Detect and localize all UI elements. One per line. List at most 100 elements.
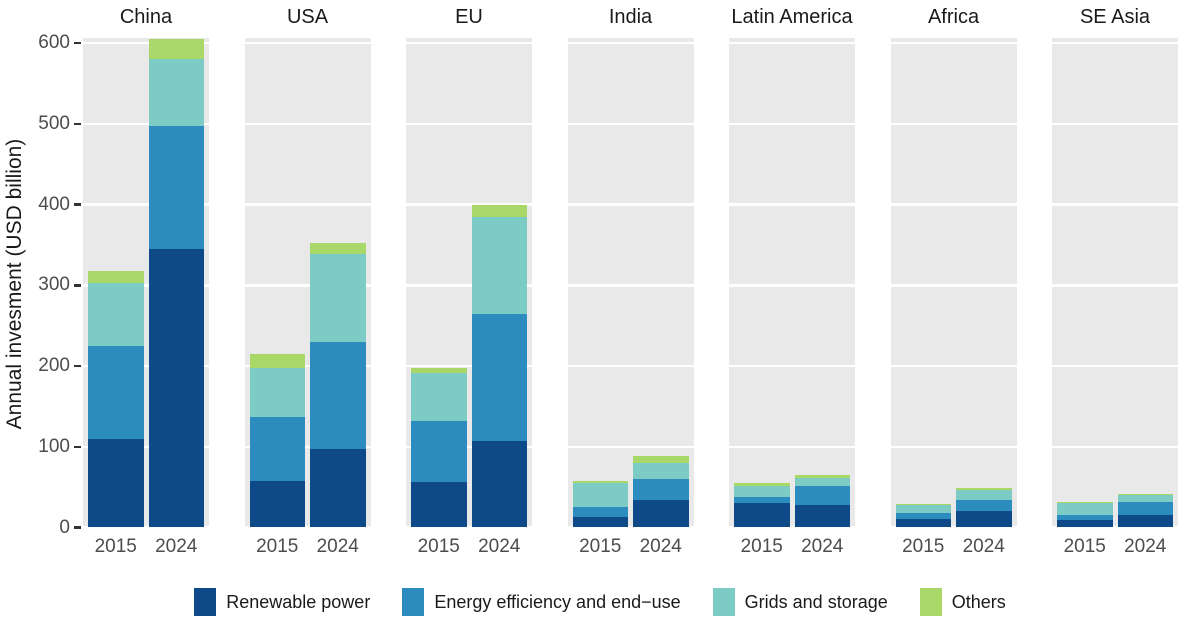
gridline (1052, 284, 1178, 287)
gridline (244, 41, 371, 45)
bar-segment (471, 204, 527, 217)
bar-segment (1057, 520, 1113, 528)
bar-segment (895, 504, 951, 513)
bar-segment (310, 341, 366, 450)
bar-segment (734, 496, 790, 504)
gridline (406, 364, 532, 368)
legend-label: Others (951, 591, 1006, 612)
bar-segment (794, 478, 850, 487)
bar-segment (88, 282, 144, 346)
gridline (244, 284, 371, 287)
gridline (567, 364, 694, 368)
gridline (1052, 41, 1178, 45)
y-tick-label: 300 (38, 274, 70, 296)
bar-segment (1057, 503, 1113, 515)
y-tick-label: 200 (38, 355, 70, 377)
gridline (244, 364, 371, 368)
bar-segment (895, 518, 951, 528)
gridline (406, 445, 532, 449)
y-tick-mark (74, 526, 81, 529)
bar-segment (794, 475, 850, 479)
bar-segment (88, 345, 144, 439)
y-tick-label: 400 (38, 193, 70, 215)
bar-segment (895, 504, 951, 505)
gridline (83, 526, 209, 529)
gridline (890, 445, 1017, 449)
x-tick-label: 2024 (962, 536, 1005, 557)
y-tick-mark (74, 41, 81, 45)
gridline (406, 41, 532, 45)
y-tick-label: 600 (38, 32, 70, 54)
bar-segment (734, 485, 790, 497)
gridline (729, 445, 855, 449)
gridline (244, 122, 371, 126)
x-tick-label: 2024 (316, 536, 359, 557)
y-tick-mark (74, 445, 81, 449)
y-tick-label: 0 (59, 516, 70, 538)
bar-segment (249, 416, 305, 482)
facet-title: SE Asia (1079, 6, 1151, 28)
bar-segment (411, 368, 467, 373)
bar-segment (572, 483, 628, 507)
gridline (244, 526, 371, 529)
facet-panel (1052, 37, 1178, 529)
bar-segment (734, 483, 790, 486)
bar-segment (572, 517, 628, 528)
x-tick-label: 2015 (256, 536, 299, 557)
bar-segment (956, 511, 1012, 528)
gridline (83, 203, 209, 206)
bar-segment (1117, 514, 1173, 528)
legend-swatch (712, 588, 735, 616)
gridline (83, 284, 209, 287)
gridline (1052, 122, 1178, 126)
bar-segment (572, 480, 628, 484)
bar-segment (310, 253, 366, 342)
bar-segment (148, 39, 204, 60)
bar-segment (794, 486, 850, 505)
bar-segment (1057, 501, 1113, 504)
legend-swatch (919, 588, 942, 616)
bar-segment (411, 420, 467, 483)
bar-segment (471, 441, 527, 528)
bar-segment (411, 482, 467, 528)
gridline (890, 364, 1017, 368)
bar-segment (88, 438, 144, 528)
gridline (890, 284, 1017, 287)
bar-segment (310, 449, 366, 528)
facet-panel (567, 37, 694, 529)
x-tick-label: 2015 (740, 536, 783, 557)
bar-segment (148, 126, 204, 249)
facet-title: Latin America (731, 6, 853, 28)
facet-title: EU (455, 6, 483, 28)
gridline (567, 122, 694, 126)
gridline (244, 203, 371, 206)
gridline (729, 203, 855, 206)
y-tick-mark (74, 284, 81, 287)
bar-segment (895, 512, 951, 519)
legend-swatch (194, 588, 217, 616)
bar-segment (956, 500, 1012, 512)
gridline (83, 445, 209, 449)
gridline (244, 445, 371, 449)
bar-segment (794, 504, 850, 528)
x-tick-label: 2024 (801, 536, 844, 557)
x-tick-label: 2015 (902, 536, 945, 557)
bar-segment (411, 372, 467, 421)
bar-segment (633, 479, 689, 501)
bar-segment (956, 487, 1012, 491)
facet-panel (890, 37, 1017, 529)
y-tick-mark (74, 122, 81, 126)
x-tick-label: 2015 (417, 536, 460, 557)
gridline (567, 203, 694, 206)
facet-title: China (119, 6, 173, 28)
legend-label: Energy efficiency and end−use (434, 591, 681, 612)
y-tick-mark (74, 203, 81, 206)
bar-segment (734, 503, 790, 528)
gridline (83, 41, 209, 45)
gridline (406, 203, 532, 206)
gridline (1052, 203, 1178, 206)
legend-item: Grids and storage (712, 588, 888, 616)
bar-segment (310, 243, 366, 254)
gridline (83, 364, 209, 368)
